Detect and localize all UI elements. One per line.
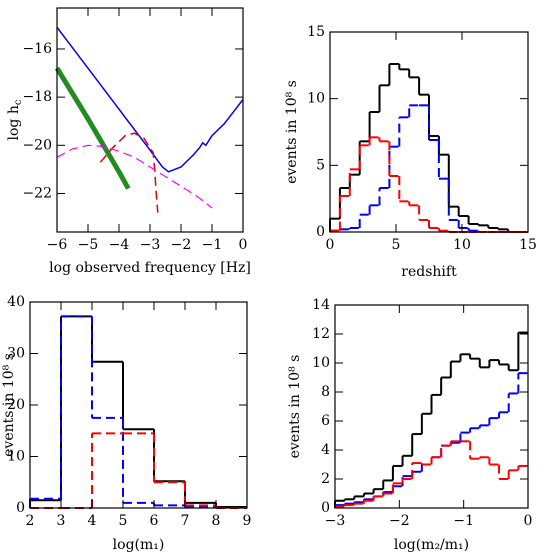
x-tick-label: −2 [389,513,410,529]
panel: 0 5 10 15 0 5 10 15 redshift events in 10⁸ s [284,24,537,280]
y-axis-label: events in 10⁸ s [284,80,300,184]
y-tick-label: 12 [312,326,330,342]
x-tick-label: 0 [524,513,533,529]
x-tick-label: −4 [109,237,130,253]
y-tick-label: 30 [7,346,25,362]
x-tick-label: −5 [78,237,99,253]
y-tick-label: 14 [312,297,330,313]
x-tick-label: −2 [171,237,192,253]
y-tick-label: −22 [22,185,52,201]
y-tick-label: 0 [316,224,325,240]
y-tick-label: −16 [22,41,52,57]
x-tick-label: −3 [140,237,161,253]
y-tick-label: −20 [22,137,52,153]
curve [56,144,213,209]
y-axis-label-sub: c [13,99,24,105]
axes-frame [334,304,529,509]
y-tick-label: 20 [7,397,25,413]
panel: −6 −5 −4 −3 −2 −1 0 −22 −20 −18 −16 log observed fr… [6,7,251,276]
y-axis-label: log hc [6,99,24,140]
x-tick-label: −6 [47,237,68,253]
x-tick-label: 3 [57,513,66,529]
x-tick-label: 0 [239,237,248,253]
panel: −3 −2 −1 0 0 2 4 6 8 10 12 14 log(m₂/m₁) events in 10… [287,297,532,553]
y-tick-label: 4 [321,442,330,458]
x-tick-label: 9 [243,513,252,529]
axes-frame [56,7,244,233]
y-tick-label: 2 [321,471,330,487]
y-tick-label: 10 [307,91,325,107]
y-tick-label: 8 [321,384,330,400]
axes-frame [29,301,248,509]
x-tick-label: 5 [392,237,401,253]
y-tick-label: 40 [7,294,25,310]
x-tick-label: 7 [181,513,190,529]
y-tick-label: 0 [321,500,330,516]
axes-frame [329,31,529,233]
x-tick-label: 4 [88,513,97,529]
x-axis-label: log(m₂/m₁) [394,537,469,553]
x-axis-label: log observed frequency [Hz] [49,260,251,276]
y-axis-label: events in 10⁸ s [1,353,17,457]
x-tick-label: −1 [202,237,223,253]
x-tick-label: 10 [453,237,471,253]
x-tick-label: 6 [150,513,159,529]
x-tick-label: 2 [26,513,35,529]
y-tick-label: 10 [312,355,330,371]
y-tick-label: 15 [307,24,325,40]
x-tick-label: 15 [519,237,537,253]
x-tick-label: −3 [325,513,346,529]
y-tick-label: 0 [16,500,25,516]
y-axis-label: events in 10⁸ s [287,355,303,459]
curve [56,26,244,173]
y-tick-label: −18 [22,89,52,105]
x-axis-label: redshift [401,264,457,280]
y-axis-label-main: log h [6,105,22,140]
curve [54,66,131,190]
panel: 2 3 4 5 6 7 8 9 0 10 20 30 40 log(m₁) events in 10⁸ s [1,294,251,553]
x-tick-label: −1 [453,513,474,529]
x-axis-label: log(m₁) [113,537,165,553]
curve [99,132,159,213]
x-tick-label: 8 [212,513,221,529]
y-tick-label: 5 [316,157,325,173]
x-tick-label: 5 [119,513,128,529]
y-tick-label: 10 [7,449,25,465]
x-tick-label: 0 [326,237,335,253]
y-tick-label: 6 [321,413,330,429]
